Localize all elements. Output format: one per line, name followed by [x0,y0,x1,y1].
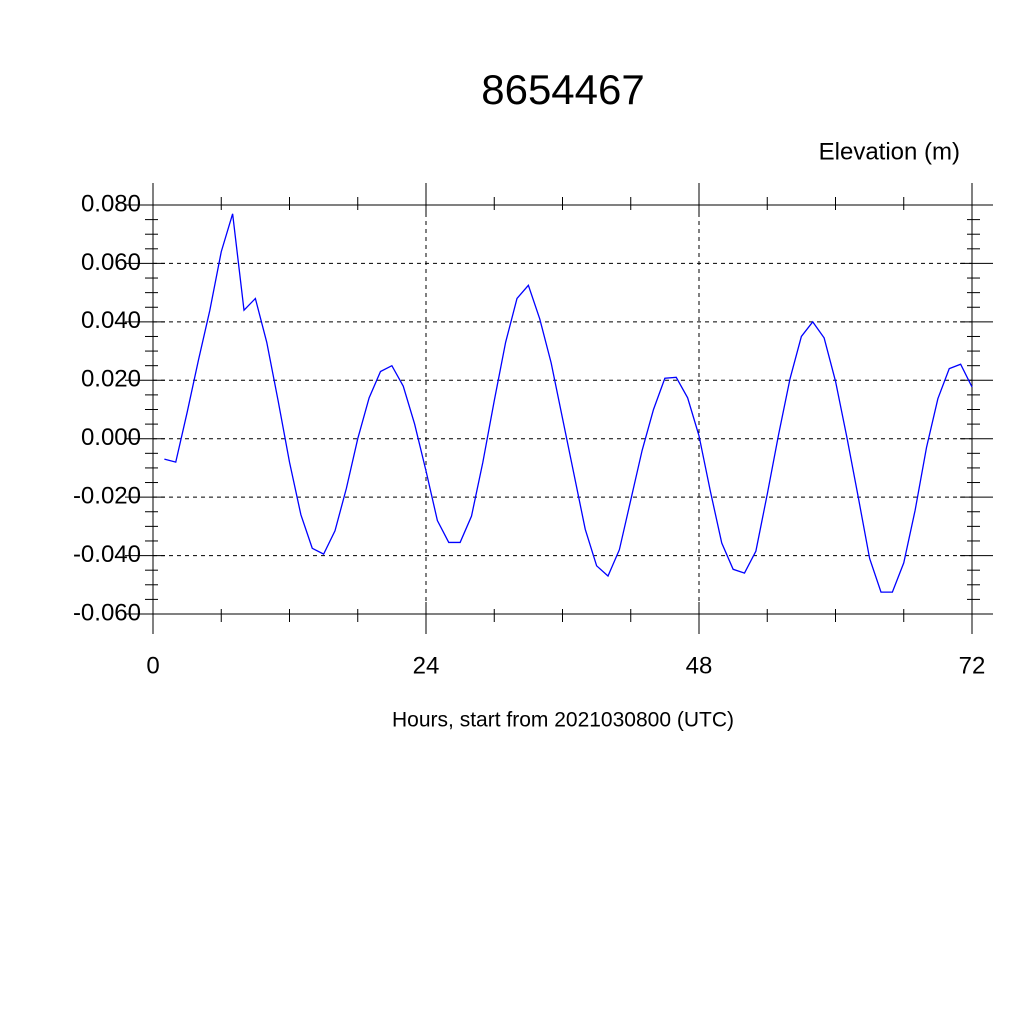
x-axis-label: Hours, start from 2021030800 (UTC) [392,709,734,732]
plot-frame [152,204,973,615]
x-tick-label: 72 [959,652,986,679]
y-tick-label: 0.020 [81,366,141,393]
x-tick-label: 0 [146,652,159,679]
y-tick-label: 0.080 [81,190,141,217]
y-tick-label: 0.040 [81,307,141,334]
y-tick-label: -0.060 [73,599,141,626]
y-tick-label: -0.040 [73,541,141,568]
x-tick-label: 24 [413,652,440,679]
x-tick-label: 48 [686,652,713,679]
chart-title: 8654467 [481,66,645,113]
data-line [164,213,973,593]
y-tick-label: -0.020 [73,482,141,509]
y-tick-label: 0.060 [81,249,141,276]
chart-subtitle: Elevation (m) [819,138,960,165]
y-tick-label: 0.000 [81,424,141,451]
